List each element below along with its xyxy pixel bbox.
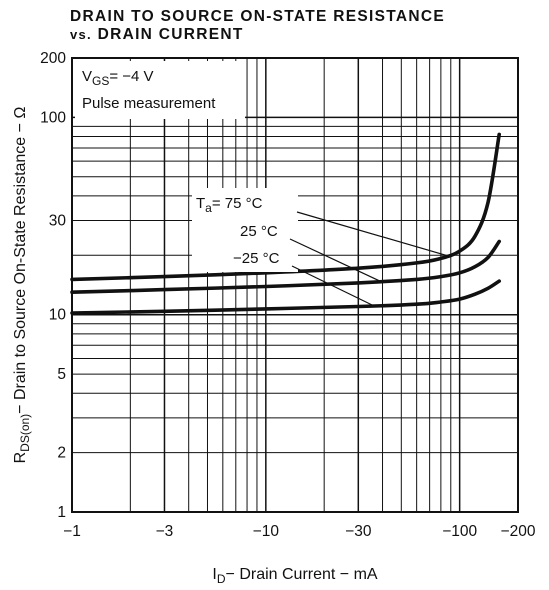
y-tick-label: 2 xyxy=(57,445,66,462)
y-tick-label: 30 xyxy=(49,213,67,230)
y-tick-label: 1 xyxy=(57,504,66,521)
condition-pulse: Pulse measurement xyxy=(82,95,216,112)
chart-title-line1: DRAIN TO SOURCE ON-STATE RESISTANCE xyxy=(70,8,446,25)
chart-title-line2: vs. DRAIN CURRENT xyxy=(70,26,244,44)
chart-title-line2-text: DRAIN CURRENT xyxy=(97,26,244,43)
x-tick-label: −100 xyxy=(442,523,477,540)
y-tick-label: 10 xyxy=(49,307,67,324)
series-label-75c: Ta= 75 °C xyxy=(196,195,263,215)
data-series xyxy=(70,132,501,315)
leader-line-minus25c xyxy=(291,265,374,307)
y-tick-label: 100 xyxy=(40,109,66,126)
y-tick-label: 200 xyxy=(40,50,66,67)
x-tick-label: −30 xyxy=(345,523,372,540)
leader-line-75c xyxy=(296,211,450,257)
series-label-25c: 25 °C xyxy=(240,223,278,240)
condition-vgs: VGS= −4 V xyxy=(82,68,154,88)
x-axis-label: ID− Drain Current − mA xyxy=(212,566,378,586)
leader-line-25c xyxy=(289,238,383,283)
y-axis-label: RDS(on)− Drain to Source On-State Resist… xyxy=(12,107,32,464)
x-tick-label: −3 xyxy=(156,523,174,540)
y-tick-label: 5 xyxy=(57,366,66,383)
series-line-minus25c xyxy=(70,279,501,315)
chart-title-vs: vs. xyxy=(70,27,92,42)
x-tick-labels: −1 −3 −10 −30 −100 −200 xyxy=(63,523,536,540)
series-label-bg xyxy=(192,188,298,272)
annotations: VGS= −4 V Pulse measurement Ta= 75 °C 25… xyxy=(75,61,450,307)
x-tick-label: −10 xyxy=(253,523,280,540)
plot-frame xyxy=(71,57,519,513)
series-label-minus25c: −25 °C xyxy=(233,250,280,267)
series-line-25c xyxy=(70,239,501,294)
series-line-75c xyxy=(70,132,501,282)
condition-box-bg xyxy=(75,61,245,119)
x-tick-label: −1 xyxy=(63,523,81,540)
x-tick-label: −200 xyxy=(501,523,536,540)
y-tick-labels: 1 2 5 10 30 100 200 xyxy=(40,50,66,521)
